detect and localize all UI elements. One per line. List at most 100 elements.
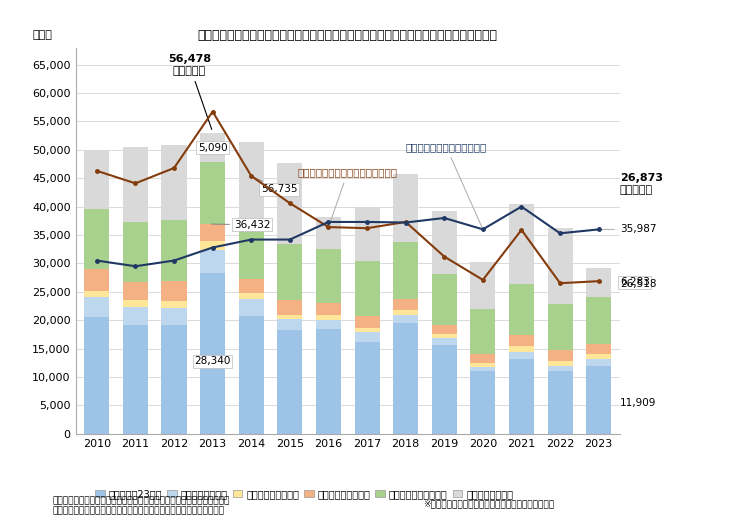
Bar bbox=[200, 250, 225, 273]
Bar bbox=[470, 363, 495, 367]
Text: 11,909: 11,909 bbox=[620, 398, 656, 408]
Bar bbox=[509, 335, 534, 346]
Text: 28,340: 28,340 bbox=[194, 357, 231, 367]
Bar bbox=[432, 334, 457, 339]
Bar bbox=[316, 315, 341, 320]
Bar bbox=[470, 354, 495, 363]
Bar bbox=[123, 325, 148, 434]
Bar bbox=[432, 345, 457, 434]
Bar bbox=[509, 284, 534, 335]
Bar bbox=[355, 327, 380, 332]
Bar bbox=[393, 323, 418, 434]
Bar bbox=[84, 290, 110, 297]
Bar bbox=[123, 307, 148, 325]
Text: 5,090: 5,090 bbox=[198, 143, 228, 153]
Bar bbox=[355, 342, 380, 434]
Bar bbox=[162, 325, 187, 434]
Text: （戸）: （戸） bbox=[32, 30, 52, 40]
Text: 26,873
（首都圏）: 26,873 （首都圏） bbox=[620, 173, 663, 195]
Bar bbox=[470, 371, 495, 434]
Bar bbox=[432, 339, 457, 345]
Text: 新築分譲マンション（全売却戸数）: 新築分譲マンション（全売却戸数） bbox=[298, 168, 398, 224]
Bar bbox=[586, 268, 612, 297]
Bar bbox=[316, 329, 341, 434]
Bar bbox=[123, 300, 148, 307]
Bar bbox=[239, 293, 264, 298]
Bar bbox=[393, 174, 418, 242]
Bar bbox=[84, 150, 110, 209]
Bar bbox=[355, 261, 380, 316]
Text: 資料：「首都圏新築分譲マンション市場動向」株式会社不動産経済研究所
　　　「月例マーケットウォッチ」公益財団法人東日本不動産流通機構: 資料：「首都圏新築分譲マンション市場動向」株式会社不動産経済研究所 「月例マーケ… bbox=[53, 496, 231, 516]
Bar bbox=[509, 352, 534, 359]
Bar bbox=[509, 204, 534, 284]
Bar bbox=[200, 224, 225, 241]
Bar bbox=[316, 249, 341, 303]
Bar bbox=[84, 297, 110, 317]
Text: 35,987: 35,987 bbox=[602, 224, 656, 234]
Bar bbox=[432, 273, 457, 325]
Bar bbox=[509, 359, 534, 434]
Bar bbox=[162, 220, 187, 281]
Text: 56,478
（首都圏）: 56,478 （首都圏） bbox=[168, 54, 212, 130]
Bar bbox=[355, 316, 380, 327]
Bar bbox=[586, 344, 612, 354]
Text: 56,735: 56,735 bbox=[254, 177, 297, 195]
Bar bbox=[162, 308, 187, 325]
Title: 首都圏の新築分譲マンションの発売戸数と全契約戸数と中古マンションの成約件数の推移: 首都圏の新築分譲マンションの発売戸数と全契約戸数と中古マンションの成約件数の推移 bbox=[198, 29, 497, 42]
Bar bbox=[547, 227, 572, 304]
Bar bbox=[547, 371, 572, 434]
Text: ※　残戸数：新築販売戸数のうち、未売却の累積分。: ※ 残戸数：新築販売戸数のうち、未売却の累積分。 bbox=[423, 499, 554, 508]
Bar bbox=[123, 222, 148, 281]
Bar bbox=[393, 315, 418, 323]
Bar bbox=[84, 209, 110, 269]
Bar bbox=[470, 262, 495, 309]
Bar bbox=[586, 359, 612, 366]
Bar bbox=[547, 350, 572, 361]
Bar bbox=[123, 147, 148, 222]
Bar bbox=[84, 317, 110, 434]
Bar bbox=[432, 325, 457, 334]
Bar bbox=[355, 207, 380, 261]
Bar bbox=[432, 211, 457, 273]
Bar bbox=[316, 217, 341, 249]
Text: 6,283: 6,283 bbox=[620, 278, 650, 287]
Bar bbox=[200, 273, 225, 434]
Bar bbox=[547, 304, 572, 350]
Text: 中古マンション（成約件数）: 中古マンション（成約件数） bbox=[406, 142, 487, 227]
Bar bbox=[200, 241, 225, 250]
Bar bbox=[586, 354, 612, 359]
Bar bbox=[277, 331, 302, 434]
Bar bbox=[316, 303, 341, 315]
Bar bbox=[123, 281, 148, 300]
Bar bbox=[277, 163, 302, 243]
Bar bbox=[239, 298, 264, 316]
Bar bbox=[239, 316, 264, 434]
Bar bbox=[84, 269, 110, 290]
Bar bbox=[393, 298, 418, 310]
Bar bbox=[277, 315, 302, 319]
Bar bbox=[200, 162, 225, 224]
Bar bbox=[586, 366, 612, 434]
Bar bbox=[277, 319, 302, 331]
Bar bbox=[547, 361, 572, 366]
Text: 26,518: 26,518 bbox=[620, 279, 656, 289]
Bar bbox=[277, 300, 302, 315]
Bar bbox=[470, 367, 495, 371]
Legend: 販売戸数（23区）, 販売戸数（都下）, 販売戸数（埼玉県）, 販売戸数（千葉県）, 販売戸数（神奈川県）, 残戸数（首都圏）: 販売戸数（23区）, 販売戸数（都下）, 販売戸数（埼玉県）, 販売戸数（千葉県… bbox=[95, 489, 513, 499]
Bar bbox=[355, 332, 380, 342]
Bar bbox=[547, 366, 572, 371]
Bar bbox=[239, 222, 264, 279]
Bar bbox=[200, 133, 225, 162]
Bar bbox=[239, 142, 264, 222]
Bar bbox=[509, 346, 534, 352]
Bar bbox=[393, 242, 418, 298]
Bar bbox=[162, 145, 187, 220]
Bar bbox=[239, 279, 264, 293]
Bar bbox=[277, 243, 302, 300]
Bar bbox=[586, 297, 612, 344]
Bar bbox=[470, 309, 495, 354]
Bar bbox=[393, 310, 418, 315]
Bar bbox=[162, 301, 187, 308]
Bar bbox=[162, 281, 187, 301]
Text: 36,432: 36,432 bbox=[212, 220, 271, 230]
